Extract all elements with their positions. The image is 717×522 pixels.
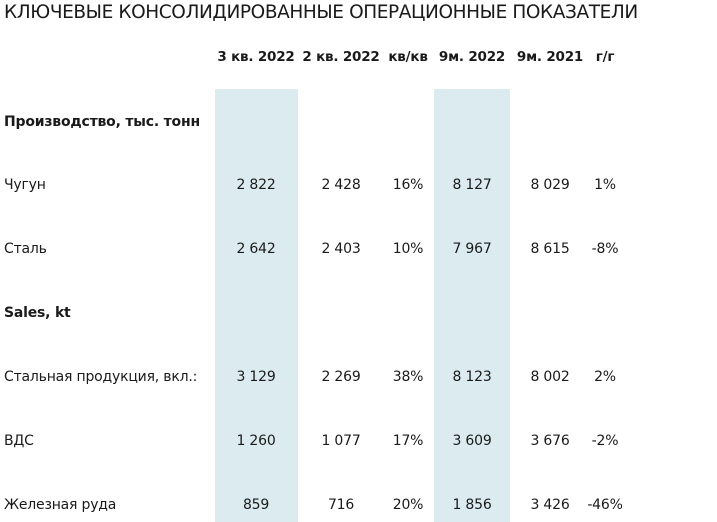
column-header-9m-2021: 9м. 2021 <box>516 49 584 65</box>
table-cell: 3 676 <box>530 433 570 449</box>
table-cell: 8 615 <box>530 241 570 257</box>
table-cell: 20% <box>392 497 424 513</box>
section-heading-sales: Sales, kt <box>4 305 71 321</box>
row-label: Стальная продукция, вкл.: <box>4 369 198 385</box>
table-cell: -8% <box>591 241 619 257</box>
table-cell: 1 260 <box>236 433 276 449</box>
table-cell: -2% <box>591 433 619 449</box>
table-cell: 38% <box>392 369 424 385</box>
page-title: КЛЮЧЕВЫЕ КОНСОЛИДИРОВАННЫЕ ОПЕРАЦИОННЫЕ … <box>4 2 638 23</box>
table-cell: 2 822 <box>236 177 276 193</box>
highlight-column-9m-2022 <box>434 89 510 522</box>
table-cell: 8 123 <box>452 369 492 385</box>
table-cell: 859 <box>242 497 270 513</box>
table-cell: 2 428 <box>321 177 361 193</box>
table-cell: 8 127 <box>452 177 492 193</box>
table-cell: 8 029 <box>530 177 570 193</box>
row-label: Чугун <box>4 177 46 193</box>
row-label: ВДС <box>4 433 34 449</box>
column-header-q2-2022: 2 кв. 2022 <box>302 49 380 65</box>
table-cell: 3 426 <box>530 497 570 513</box>
table-cell: 3 609 <box>452 433 492 449</box>
table-cell: 1 856 <box>452 497 492 513</box>
table-cell: 16% <box>392 177 424 193</box>
table-cell: 8 002 <box>530 369 570 385</box>
table-cell: 716 <box>327 497 355 513</box>
highlight-column-q3-2022 <box>215 89 298 522</box>
column-header-9m-2022: 9м. 2022 <box>438 49 506 65</box>
column-header-yoy: г/г <box>595 49 615 65</box>
table-cell: 3 129 <box>236 369 276 385</box>
table-cell: 17% <box>392 433 424 449</box>
column-header-qoq: кв/кв <box>388 49 428 65</box>
table-cell: 2 269 <box>321 369 361 385</box>
row-label: Железная руда <box>4 497 117 513</box>
table-cell: 2 403 <box>321 241 361 257</box>
table-cell: 10% <box>392 241 424 257</box>
table-cell: -46% <box>587 497 623 513</box>
table-cell: 1 077 <box>321 433 361 449</box>
table-cell: 7 967 <box>452 241 492 257</box>
table-cell: 1% <box>594 177 616 193</box>
table-cell: 2% <box>594 369 616 385</box>
row-label: Сталь <box>4 241 47 257</box>
column-header-q3-2022: 3 кв. 2022 <box>217 49 295 65</box>
section-heading-production: Производство, тыс. тонн <box>4 114 200 130</box>
table-cell: 2 642 <box>236 241 276 257</box>
